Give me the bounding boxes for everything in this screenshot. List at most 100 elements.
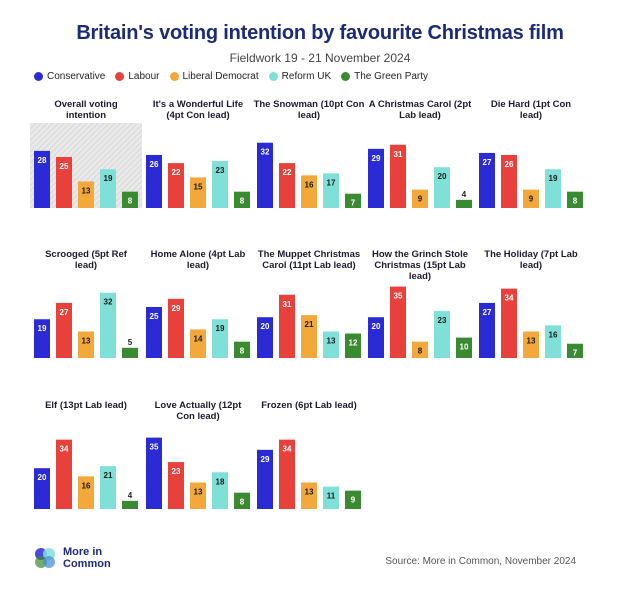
chart-panel-title: Scrooged (5pt Ref xyxy=(45,249,128,260)
bar-value-label: 20 xyxy=(261,322,270,331)
bar-value-label: 5 xyxy=(128,338,133,347)
bar-value-label: 19 xyxy=(216,324,225,333)
bar xyxy=(146,154,162,208)
bar xyxy=(100,292,116,358)
bar xyxy=(257,317,273,358)
bar-value-label: 21 xyxy=(305,320,314,329)
bar xyxy=(212,161,228,208)
bar-value-label: 16 xyxy=(549,330,558,339)
bar xyxy=(456,337,472,358)
bar-value-label: 35 xyxy=(394,292,403,301)
logo-mark-icon xyxy=(35,548,55,568)
bar xyxy=(301,175,317,208)
bar-value-label: 13 xyxy=(527,336,536,345)
bar xyxy=(323,173,339,208)
bar-value-label: 23 xyxy=(172,467,181,476)
bar xyxy=(323,331,339,358)
bar-value-label: 8 xyxy=(128,197,133,206)
legend-swatch-libdem xyxy=(169,72,179,81)
bar xyxy=(190,329,206,358)
bar xyxy=(257,142,273,208)
bar xyxy=(234,191,250,208)
bar xyxy=(434,311,450,358)
chart-panel-title: Love Actually (12pt xyxy=(155,400,243,411)
bar xyxy=(168,163,184,208)
bar-value-label: 8 xyxy=(573,197,578,206)
bar-value-label: 13 xyxy=(305,487,314,496)
chart-panel-title: lead) xyxy=(75,260,97,271)
bar-value-label: 13 xyxy=(82,336,91,345)
bar xyxy=(78,476,94,509)
bar-value-label: 19 xyxy=(104,174,113,183)
bar-value-label: 28 xyxy=(38,156,47,165)
bar-value-label: 9 xyxy=(418,195,423,204)
bar-value-label: 20 xyxy=(438,172,447,181)
bar xyxy=(56,157,72,208)
bar xyxy=(279,294,295,358)
bar xyxy=(234,341,250,358)
chart-panel: Elf (13pt Lab lead) 20 34 16 21 4 xyxy=(34,400,138,509)
bar xyxy=(78,331,94,358)
bar xyxy=(412,341,428,358)
chart-panel-title: intention xyxy=(66,110,106,121)
bar xyxy=(78,181,94,208)
chart-subtitle: Fieldwork 19 - 21 November 2024 xyxy=(229,51,411,65)
bar-value-label: 19 xyxy=(38,324,47,333)
bar xyxy=(234,492,250,509)
bar xyxy=(122,347,138,358)
bar-value-label: 16 xyxy=(82,481,91,490)
bar-value-label: 4 xyxy=(462,190,467,199)
bar xyxy=(545,169,561,208)
bar xyxy=(168,298,184,358)
chart-panel-title: A Christmas Carol (2pt xyxy=(369,99,472,110)
bar xyxy=(567,191,583,208)
bar-value-label: 7 xyxy=(351,199,356,208)
bar-value-label: 8 xyxy=(240,498,245,507)
chart-panel-title: Carol (11pt Lab lead) xyxy=(262,260,355,271)
chart-panel-title: Die Hard (1pt Con xyxy=(491,99,571,110)
bar-value-label: 20 xyxy=(38,473,47,482)
chart-panel-title: lead) xyxy=(520,110,542,121)
bar-value-label: 9 xyxy=(529,195,534,204)
bar xyxy=(146,307,162,358)
bar-value-label: 13 xyxy=(194,487,203,496)
bar-value-label: 35 xyxy=(150,443,159,452)
bar-value-label: 27 xyxy=(483,158,492,167)
bar-value-label: 8 xyxy=(240,347,245,356)
legend-label: Liberal Democrat xyxy=(182,71,259,82)
bar xyxy=(345,333,361,358)
bar xyxy=(523,331,539,358)
bar xyxy=(100,466,116,509)
chart-panel-title: Frozen (6pt Lab lead) xyxy=(261,400,357,411)
bar-value-label: 17 xyxy=(327,178,336,187)
bar-value-label: 19 xyxy=(549,174,558,183)
bar-value-label: 8 xyxy=(240,197,245,206)
bar-value-label: 32 xyxy=(104,298,113,307)
bar-value-label: 27 xyxy=(483,308,492,317)
bar xyxy=(434,167,450,208)
chart-title: Britain's voting intention by favourite … xyxy=(76,22,564,44)
legend-label: Conservative xyxy=(47,71,106,82)
chart-panel-title: It's a Wonderful Life xyxy=(153,99,243,110)
legend: Conservative Labour Liberal Democrat Ref… xyxy=(34,71,428,82)
bar xyxy=(146,437,162,509)
logo-text: More in Common xyxy=(63,546,111,570)
bar-value-label: 23 xyxy=(438,316,447,325)
bar xyxy=(567,343,583,358)
legend-label: The Green Party xyxy=(354,71,429,82)
bar-value-label: 15 xyxy=(194,182,203,191)
bar-value-label: 7 xyxy=(573,349,578,358)
bar xyxy=(56,302,72,358)
bar xyxy=(545,325,561,358)
bar xyxy=(301,315,317,358)
legend-item-reform: Reform UK xyxy=(268,71,331,82)
bar-value-label: 18 xyxy=(216,477,225,486)
bar-value-label: 29 xyxy=(261,455,270,464)
